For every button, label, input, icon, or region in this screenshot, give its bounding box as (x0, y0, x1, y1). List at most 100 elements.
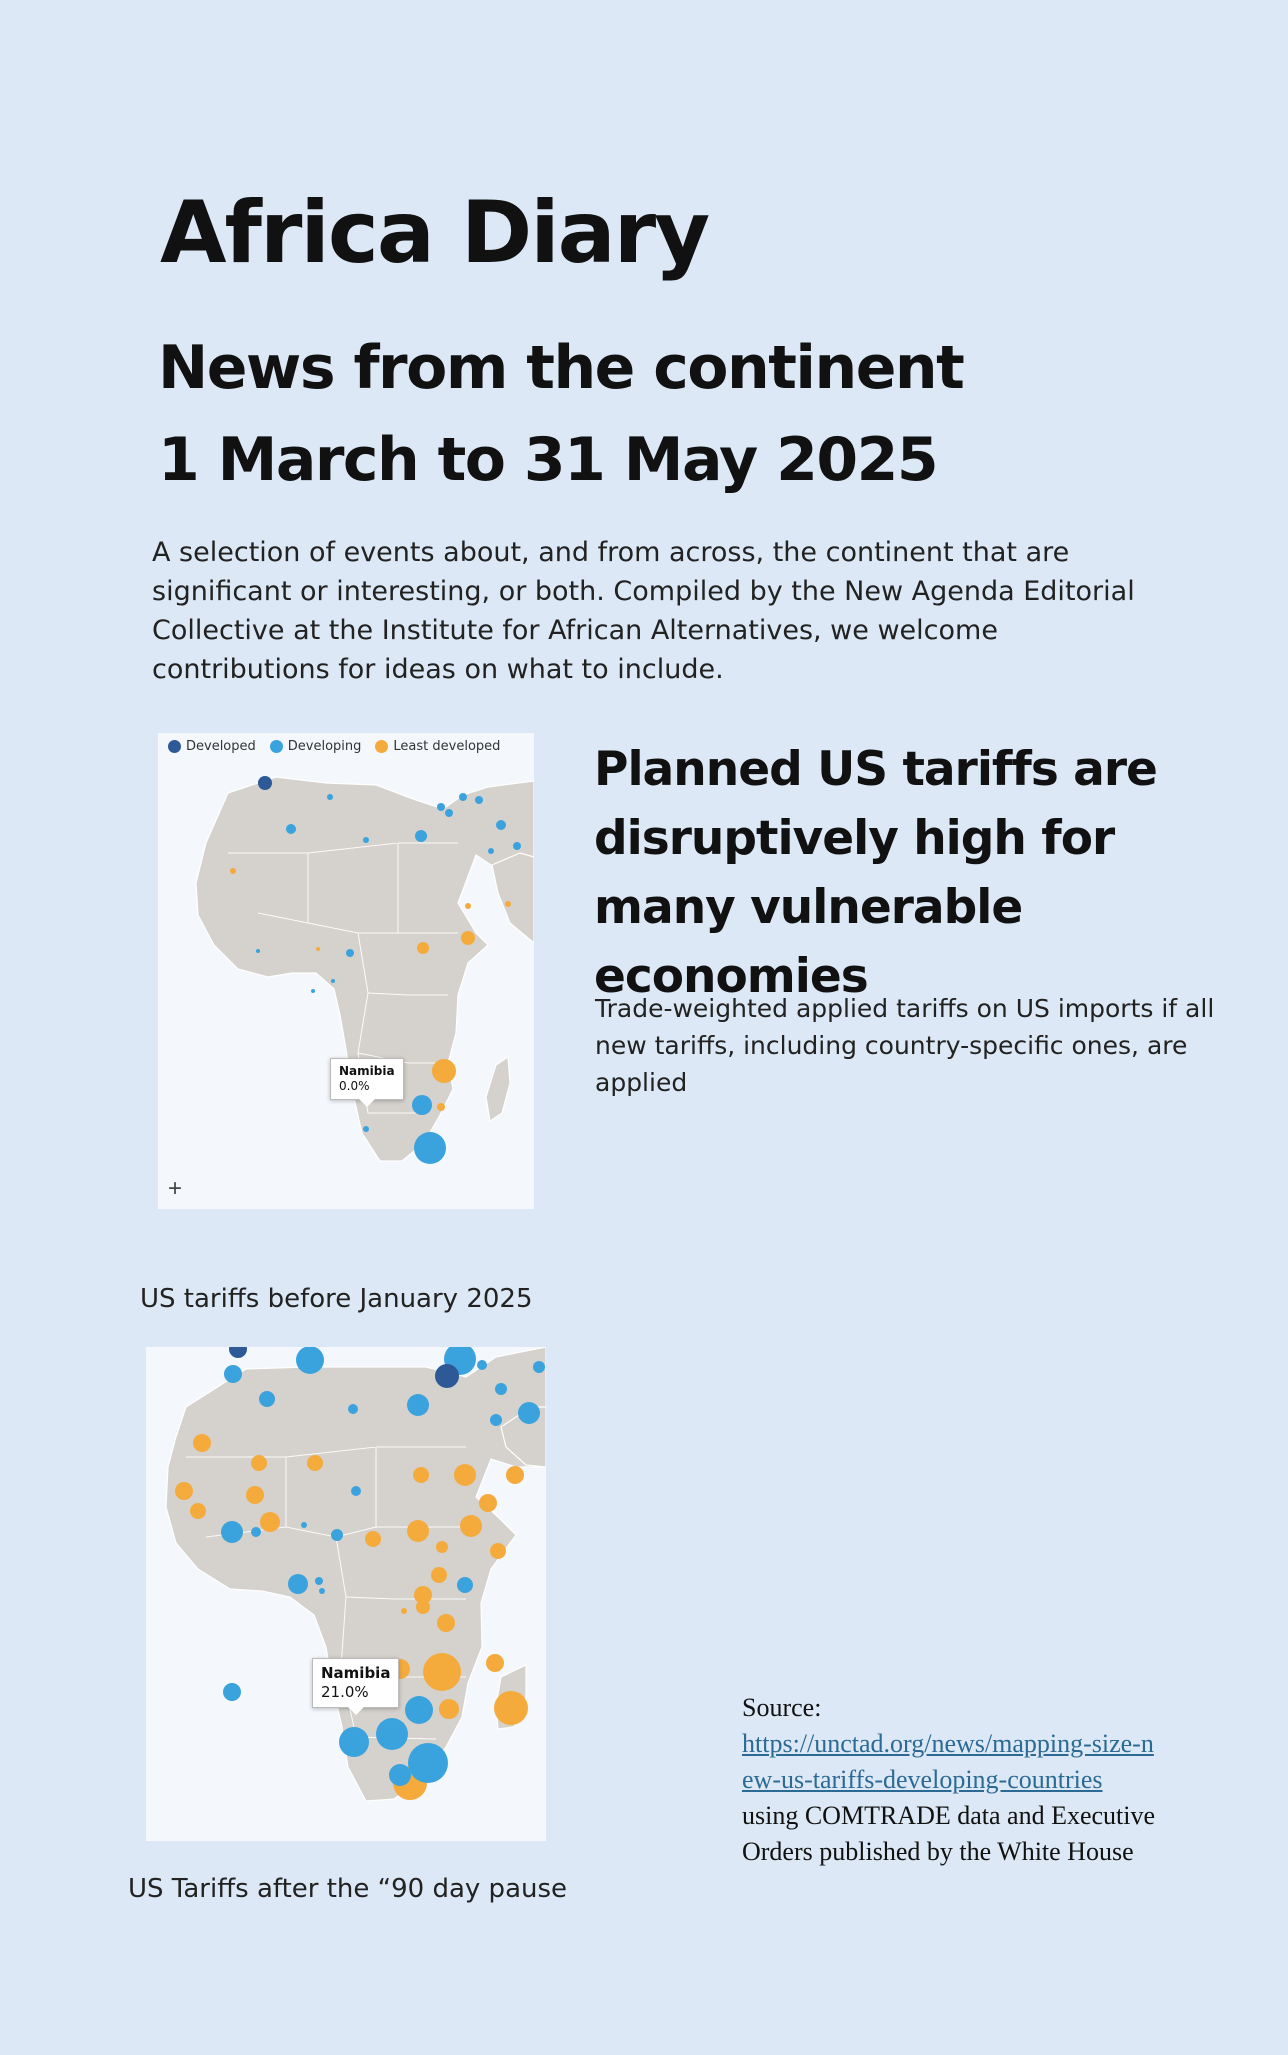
bubble-developing (351, 1486, 361, 1496)
bubble-least-developed (416, 1600, 430, 1614)
map-borders (228, 842, 458, 1114)
page-subtitle: News from the continent 1 March to 31 Ma… (158, 322, 965, 506)
map-after-panel[interactable]: Namibia 21.0% (146, 1347, 546, 1841)
bubble-developing (495, 1383, 507, 1395)
bubble-least-developed (316, 947, 320, 951)
bubble-least-developed (251, 1455, 267, 1471)
feature-headline: Planned US tariffs are disruptively high… (594, 742, 1158, 1004)
bubble-developing (348, 1404, 358, 1414)
bubble-developed (229, 1347, 247, 1358)
bubble-developing (477, 1360, 487, 1370)
bubble-developing (256, 949, 260, 953)
map-after-bubbles (175, 1347, 545, 1800)
bubble-developing (408, 1743, 448, 1783)
bubble-developing (376, 1718, 408, 1750)
source-block: Source: https://unctad.org/news/mapping-… (742, 1690, 1162, 1870)
source-label: Source: (742, 1693, 822, 1722)
map-arabia (491, 852, 534, 944)
source-link[interactable]: https://unctad.org/news/mapping-size-new… (742, 1729, 1154, 1794)
bubble-developing (259, 1391, 275, 1407)
map-after-caption: US Tariffs after the “90 day pause (128, 1874, 568, 1904)
bubble-least-developed (437, 1614, 455, 1632)
bubble-developing (389, 1764, 411, 1786)
bubble-developing (488, 848, 494, 854)
bubble-developing (414, 1132, 446, 1164)
legend-label: Developed (186, 739, 256, 754)
bubble-developing (331, 1529, 343, 1541)
bubble-developing (437, 803, 445, 811)
bubble-developing (412, 1095, 432, 1115)
bubble-least-developed (175, 1482, 193, 1500)
bubble-developed (258, 776, 272, 790)
zoom-in-button[interactable]: + (167, 1175, 182, 1202)
bubble-developing (518, 1402, 540, 1424)
bubble-developing (415, 830, 427, 842)
subtitle-line-1: News from the continent (158, 333, 965, 403)
map-tooltip: Namibia 0.0% (330, 1058, 404, 1107)
bubble-developing (445, 809, 453, 817)
bubble-developing (315, 1577, 323, 1585)
bubble-developing (496, 820, 506, 830)
feature-description: Trade-weighted applied tariffs on US imp… (595, 994, 1215, 1097)
bubble-least-developed (190, 1503, 206, 1519)
bubble-least-developed (246, 1486, 264, 1504)
source-note: using COMTRADE data and Executive Orders… (742, 1801, 1156, 1866)
bubble-developing (296, 1347, 324, 1374)
bubble-developed (435, 1364, 459, 1388)
africa-map-before (195, 776, 534, 1164)
legend-dot-icon (168, 740, 181, 753)
bubble-least-developed (461, 931, 475, 945)
bubble-least-developed (465, 903, 471, 909)
tooltip-value: 0.0% (339, 1079, 370, 1093)
bubble-developing (533, 1361, 545, 1373)
bubble-least-developed (407, 1520, 429, 1542)
map-before-panel[interactable]: Developed Developing Least developed Nam… (158, 733, 534, 1209)
legend-item-developed: Developed (168, 739, 256, 754)
africa-map-after (165, 1347, 546, 1802)
bubble-developing (331, 979, 335, 983)
bubble-least-developed (454, 1464, 476, 1486)
bubble-least-developed (230, 868, 236, 874)
bubble-developing (339, 1727, 369, 1757)
legend-label: Least developed (393, 739, 501, 754)
bubble-developing (346, 949, 354, 957)
bubble-least-developed (423, 1653, 461, 1691)
bubble-least-developed (417, 942, 429, 954)
bubble-least-developed (401, 1608, 407, 1614)
bubble-least-developed (505, 901, 511, 907)
legend-label: Developing (287, 739, 362, 754)
bubble-developing (405, 1696, 433, 1724)
bubble-developing (457, 1577, 473, 1593)
bubble-developing (407, 1394, 429, 1416)
bubble-least-developed (436, 1541, 448, 1553)
intro-paragraph: A selection of events about, and from ac… (152, 537, 1135, 685)
bubble-developing (288, 1574, 308, 1594)
legend-item-developing: Developing (269, 739, 362, 754)
bubble-least-developed (437, 1103, 445, 1111)
bubble-least-developed (193, 1434, 211, 1452)
tooltip-country: Namibia (321, 1664, 391, 1682)
bubble-developing (513, 842, 521, 850)
tooltip-country: Namibia (339, 1064, 395, 1078)
subtitle-line-2: 1 March to 31 May 2025 (158, 425, 939, 495)
map-before-caption: US tariffs before January 2025 (140, 1284, 533, 1314)
map-legend: Developed Developing Least developed (168, 739, 500, 754)
legend-dot-icon (375, 740, 389, 753)
bubble-least-developed (486, 1654, 504, 1672)
map-madagascar (485, 1055, 511, 1123)
bubble-least-developed (490, 1543, 506, 1559)
bubble-developing (459, 793, 467, 801)
bubble-least-developed (413, 1467, 429, 1483)
bubble-developing (301, 1522, 307, 1528)
bubble-least-developed (260, 1512, 280, 1532)
legend-dot-icon (269, 740, 283, 753)
bubble-least-developed (432, 1059, 456, 1083)
tooltip-value: 21.0% (321, 1682, 369, 1701)
bubble-least-developed (431, 1567, 447, 1583)
page-title: Africa Diary (160, 183, 710, 283)
bubble-developing (319, 1588, 325, 1594)
bubble-developing (223, 1683, 241, 1701)
bubble-developing (363, 837, 369, 843)
legend-item-least-developed: Least developed (375, 739, 500, 754)
map-tooltip: Namibia 21.0% (312, 1658, 400, 1714)
